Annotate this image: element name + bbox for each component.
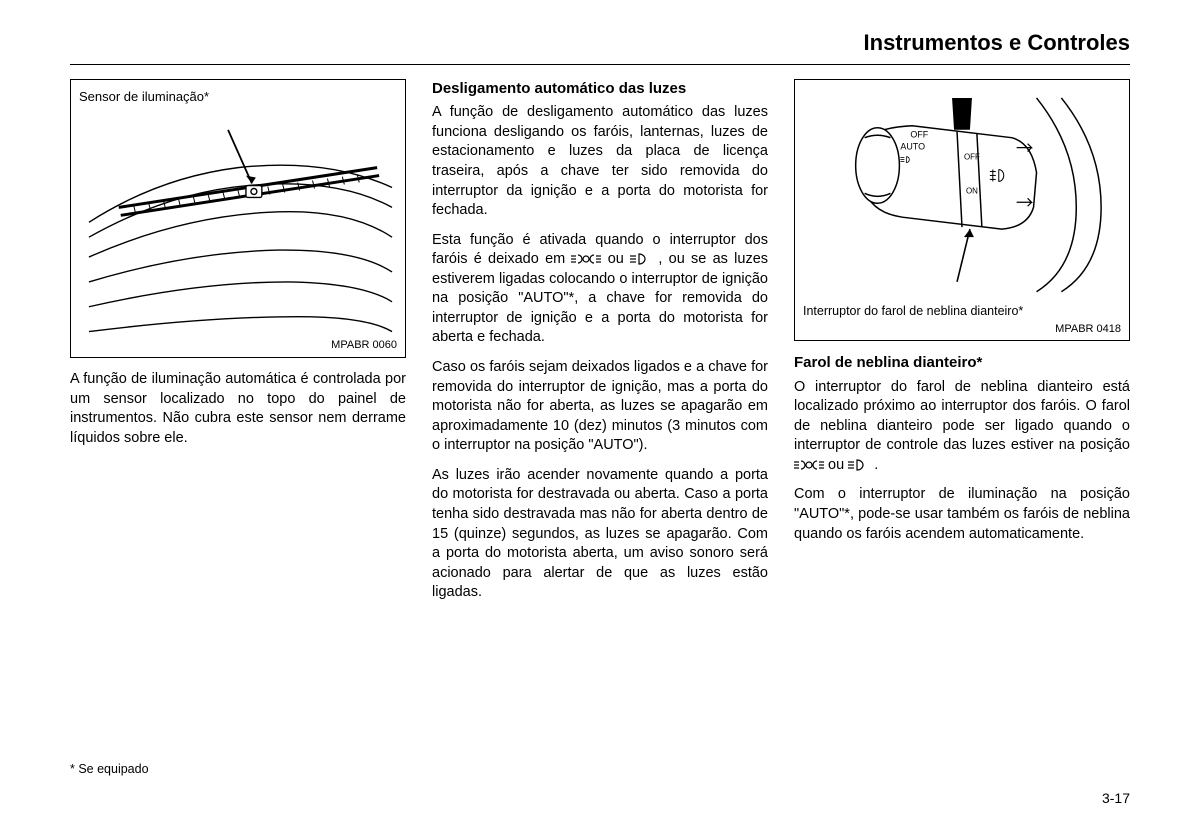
column-3: OFF AUTO OFF ON Interruptor do farol de … xyxy=(794,79,1130,613)
figure-sensor-illustration xyxy=(79,108,397,337)
footnote: * Se equipado xyxy=(70,762,149,776)
col3-p1-text-b: ou xyxy=(828,457,848,473)
content-columns: Sensor de iluminação* xyxy=(70,79,1130,613)
page-title: Instrumentos e Controles xyxy=(70,30,1130,56)
headlight-icon xyxy=(630,253,652,265)
fig2-off1-label: OFF xyxy=(910,130,928,140)
headlight-icon xyxy=(848,459,870,471)
figure-foglight-label: Interruptor do farol de neblina dianteir… xyxy=(803,303,1121,320)
col3-paragraph-1: O interruptor do farol de neblina diante… xyxy=(794,378,1130,476)
col2-paragraph-4: As luzes irão acender novamente quando a… xyxy=(432,466,768,603)
figure-foglight-box: OFF AUTO OFF ON Interruptor do farol de … xyxy=(794,79,1130,341)
col3-p1-text-a: O interruptor do farol de neblina diante… xyxy=(794,379,1130,454)
figure-sensor-code: MPABR 0060 xyxy=(79,338,397,353)
fig2-on-label: ON xyxy=(966,186,978,195)
col3-heading: Farol de neblina dianteiro* xyxy=(794,353,1130,373)
col2-p2-text-b: ou xyxy=(608,251,630,267)
col3-paragraph-2: Com o interruptor de iluminação na posiç… xyxy=(794,485,1130,544)
column-2: Desligamento automático das luzes A funç… xyxy=(432,79,768,613)
col2-paragraph-3: Caso os faróis sejam deixados ligados e … xyxy=(432,358,768,456)
column-1: Sensor de iluminação* xyxy=(70,79,406,613)
header-rule xyxy=(70,64,1130,65)
col3-p1-text-c: . xyxy=(874,457,878,473)
col2-paragraph-2: Esta função é ativada quando o interrupt… xyxy=(432,231,768,348)
fig2-auto-label: AUTO xyxy=(900,142,925,152)
fig2-off2-label: OFF xyxy=(964,153,980,162)
page-number: 3-17 xyxy=(1102,790,1130,806)
col2-paragraph-1: A função de desligamento automático das … xyxy=(432,103,768,220)
col2-heading: Desligamento automático das luzes xyxy=(432,79,768,99)
parking-light-icon xyxy=(571,253,601,265)
figure-sensor-box: Sensor de iluminação* xyxy=(70,79,406,358)
figure-foglight-illustration: OFF AUTO OFF ON xyxy=(803,88,1121,297)
figure-sensor-label: Sensor de iluminação* xyxy=(79,88,397,106)
figure-foglight-code: MPABR 0418 xyxy=(803,322,1121,337)
parking-light-icon xyxy=(794,459,824,471)
col1-paragraph-1: A função de iluminação automática é cont… xyxy=(70,370,406,448)
